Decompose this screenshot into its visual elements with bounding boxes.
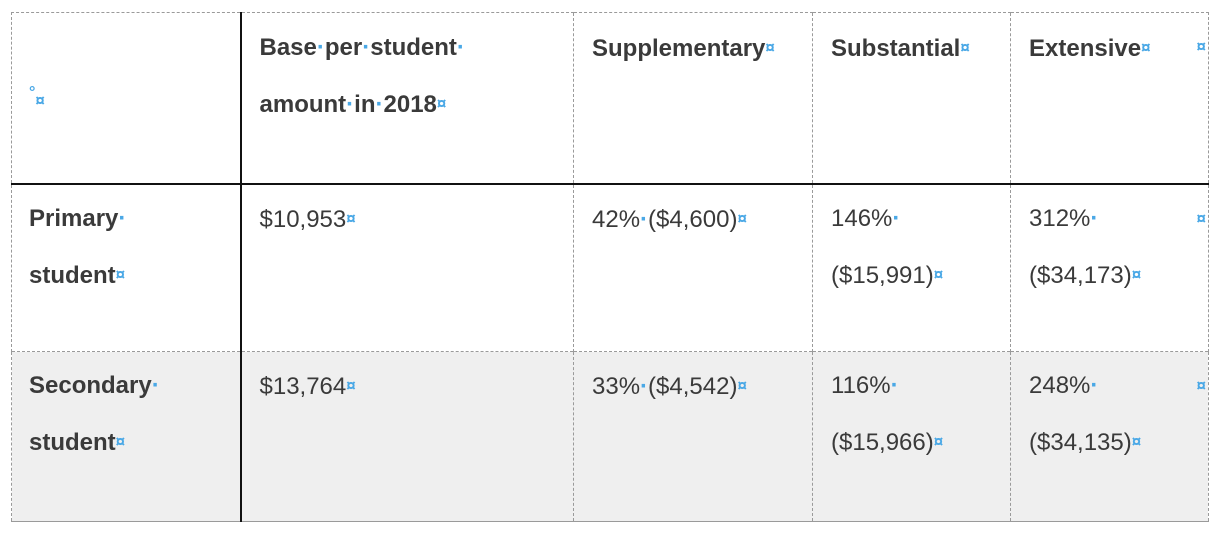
table-row-primary: Primary· student¤ $10,953¤ 42%·($4,600)¤… [11,182,1209,352]
header-base-line2: amount·in·2018 [259,91,437,118]
primary-label-line1: Primary [29,204,119,232]
cell-end-mark: ¤ [115,264,126,284]
secondary-extensive-cell[interactable]: 248%· ($34,135)¤ ¤ [1010,351,1209,522]
primary-substantial-cell[interactable]: 146%· ($15,991)¤ [812,182,1011,352]
cell-end-mark: ¤ [1131,264,1142,284]
header-base-line1: Base·per·student [259,34,457,61]
table-row-secondary: Secondary· student¤ $13,764¤ 33%·($4,542… [11,351,1209,522]
funding-table: °¤ Base·per·student· amount·in·2018¤ Sup… [11,12,1209,522]
cell-end-mark: ¤ [1131,432,1142,451]
space-mark: · [1090,372,1099,399]
secondary-label-cell[interactable]: Secondary· student¤ [11,351,241,522]
space-mark: · [890,372,899,399]
space-mark: · [892,204,901,232]
cell-end-mark: ¤ [436,94,447,113]
secondary-extensive-line2: ($34,135) [1029,429,1132,456]
row-end-mark: ¤ [1196,376,1206,395]
space-mark: · [640,205,649,233]
cell-end-mark: ¤ [933,264,944,284]
secondary-supplementary-cell[interactable]: 33%·($4,542)¤ [573,351,813,522]
space-mark: · [456,34,465,61]
primary-substantial-line2: ($15,991) [831,261,934,289]
cell-end-mark: ¤ [960,38,970,57]
cell-end-mark: ¤ [737,208,747,228]
space-mark: · [640,373,649,400]
primary-extensive-line1: 312% [1029,204,1091,232]
secondary-base-cell[interactable]: $13,764¤ [239,351,574,522]
space-mark: · [316,34,325,61]
secondary-extensive-line1: 248% [1029,372,1091,399]
cell-end-mark: ¤ [737,376,747,395]
row-end-mark: ¤ [1196,208,1206,228]
primary-substantial-line1: 146% [831,204,893,232]
primary-supplementary-value: 42%·($4,600) [592,205,738,233]
space-mark: · [362,34,371,61]
row-end-mark: ¤ [1196,37,1206,56]
primary-extensive-line2: ($34,173) [1029,261,1132,289]
anchor-mark: ° [29,84,36,102]
secondary-substantial-cell[interactable]: 116%· ($15,966)¤ [812,351,1011,522]
header-base-per-student[interactable]: Base·per·student· amount·in·2018¤ [239,12,574,184]
primary-label-line2: student [29,261,116,289]
primary-base-cell[interactable]: $10,953¤ [239,182,574,352]
header-substantial[interactable]: Substantial¤ [812,12,1011,184]
primary-base-value: $10,953 [259,205,347,233]
secondary-base-value: $13,764 [259,373,347,400]
header-supplementary-label: Supplementary [592,35,766,62]
cell-end-mark: ¤ [346,208,356,228]
header-supplementary[interactable]: Supplementary¤ [573,12,813,184]
secondary-supplementary-value: 33%·($4,542) [592,373,738,400]
space-mark: · [346,91,355,118]
header-extensive[interactable]: Extensive¤ ¤ [1010,12,1209,184]
primary-extensive-cell[interactable]: 312%· ($34,173)¤ ¤ [1010,182,1209,352]
space-mark: · [375,91,384,118]
space-mark: · [118,204,127,232]
cell-end-mark: ¤ [346,376,356,395]
primary-supplementary-cell[interactable]: 42%·($4,600)¤ [573,182,813,352]
primary-label-cell[interactable]: Primary· student¤ [11,182,241,352]
cell-end-mark: ¤ [765,38,775,57]
header-substantial-label: Substantial [831,35,961,62]
cell-end-mark: ¤ [35,91,45,111]
space-mark: · [1090,204,1099,232]
table-header-row: °¤ Base·per·student· amount·in·2018¤ Sup… [11,12,1209,184]
cell-end-mark: ¤ [933,432,944,451]
secondary-label-line1: Secondary [29,372,152,399]
header-empty-cell[interactable]: °¤ [11,12,241,184]
secondary-label-line2: student [29,429,116,456]
secondary-substantial-line1: 116% [831,372,891,399]
space-mark: · [151,372,160,399]
cell-end-mark: ¤ [115,432,126,451]
cell-end-mark: ¤ [1141,38,1151,57]
secondary-substantial-line2: ($15,966) [831,429,934,456]
header-extensive-label: Extensive [1029,35,1142,62]
